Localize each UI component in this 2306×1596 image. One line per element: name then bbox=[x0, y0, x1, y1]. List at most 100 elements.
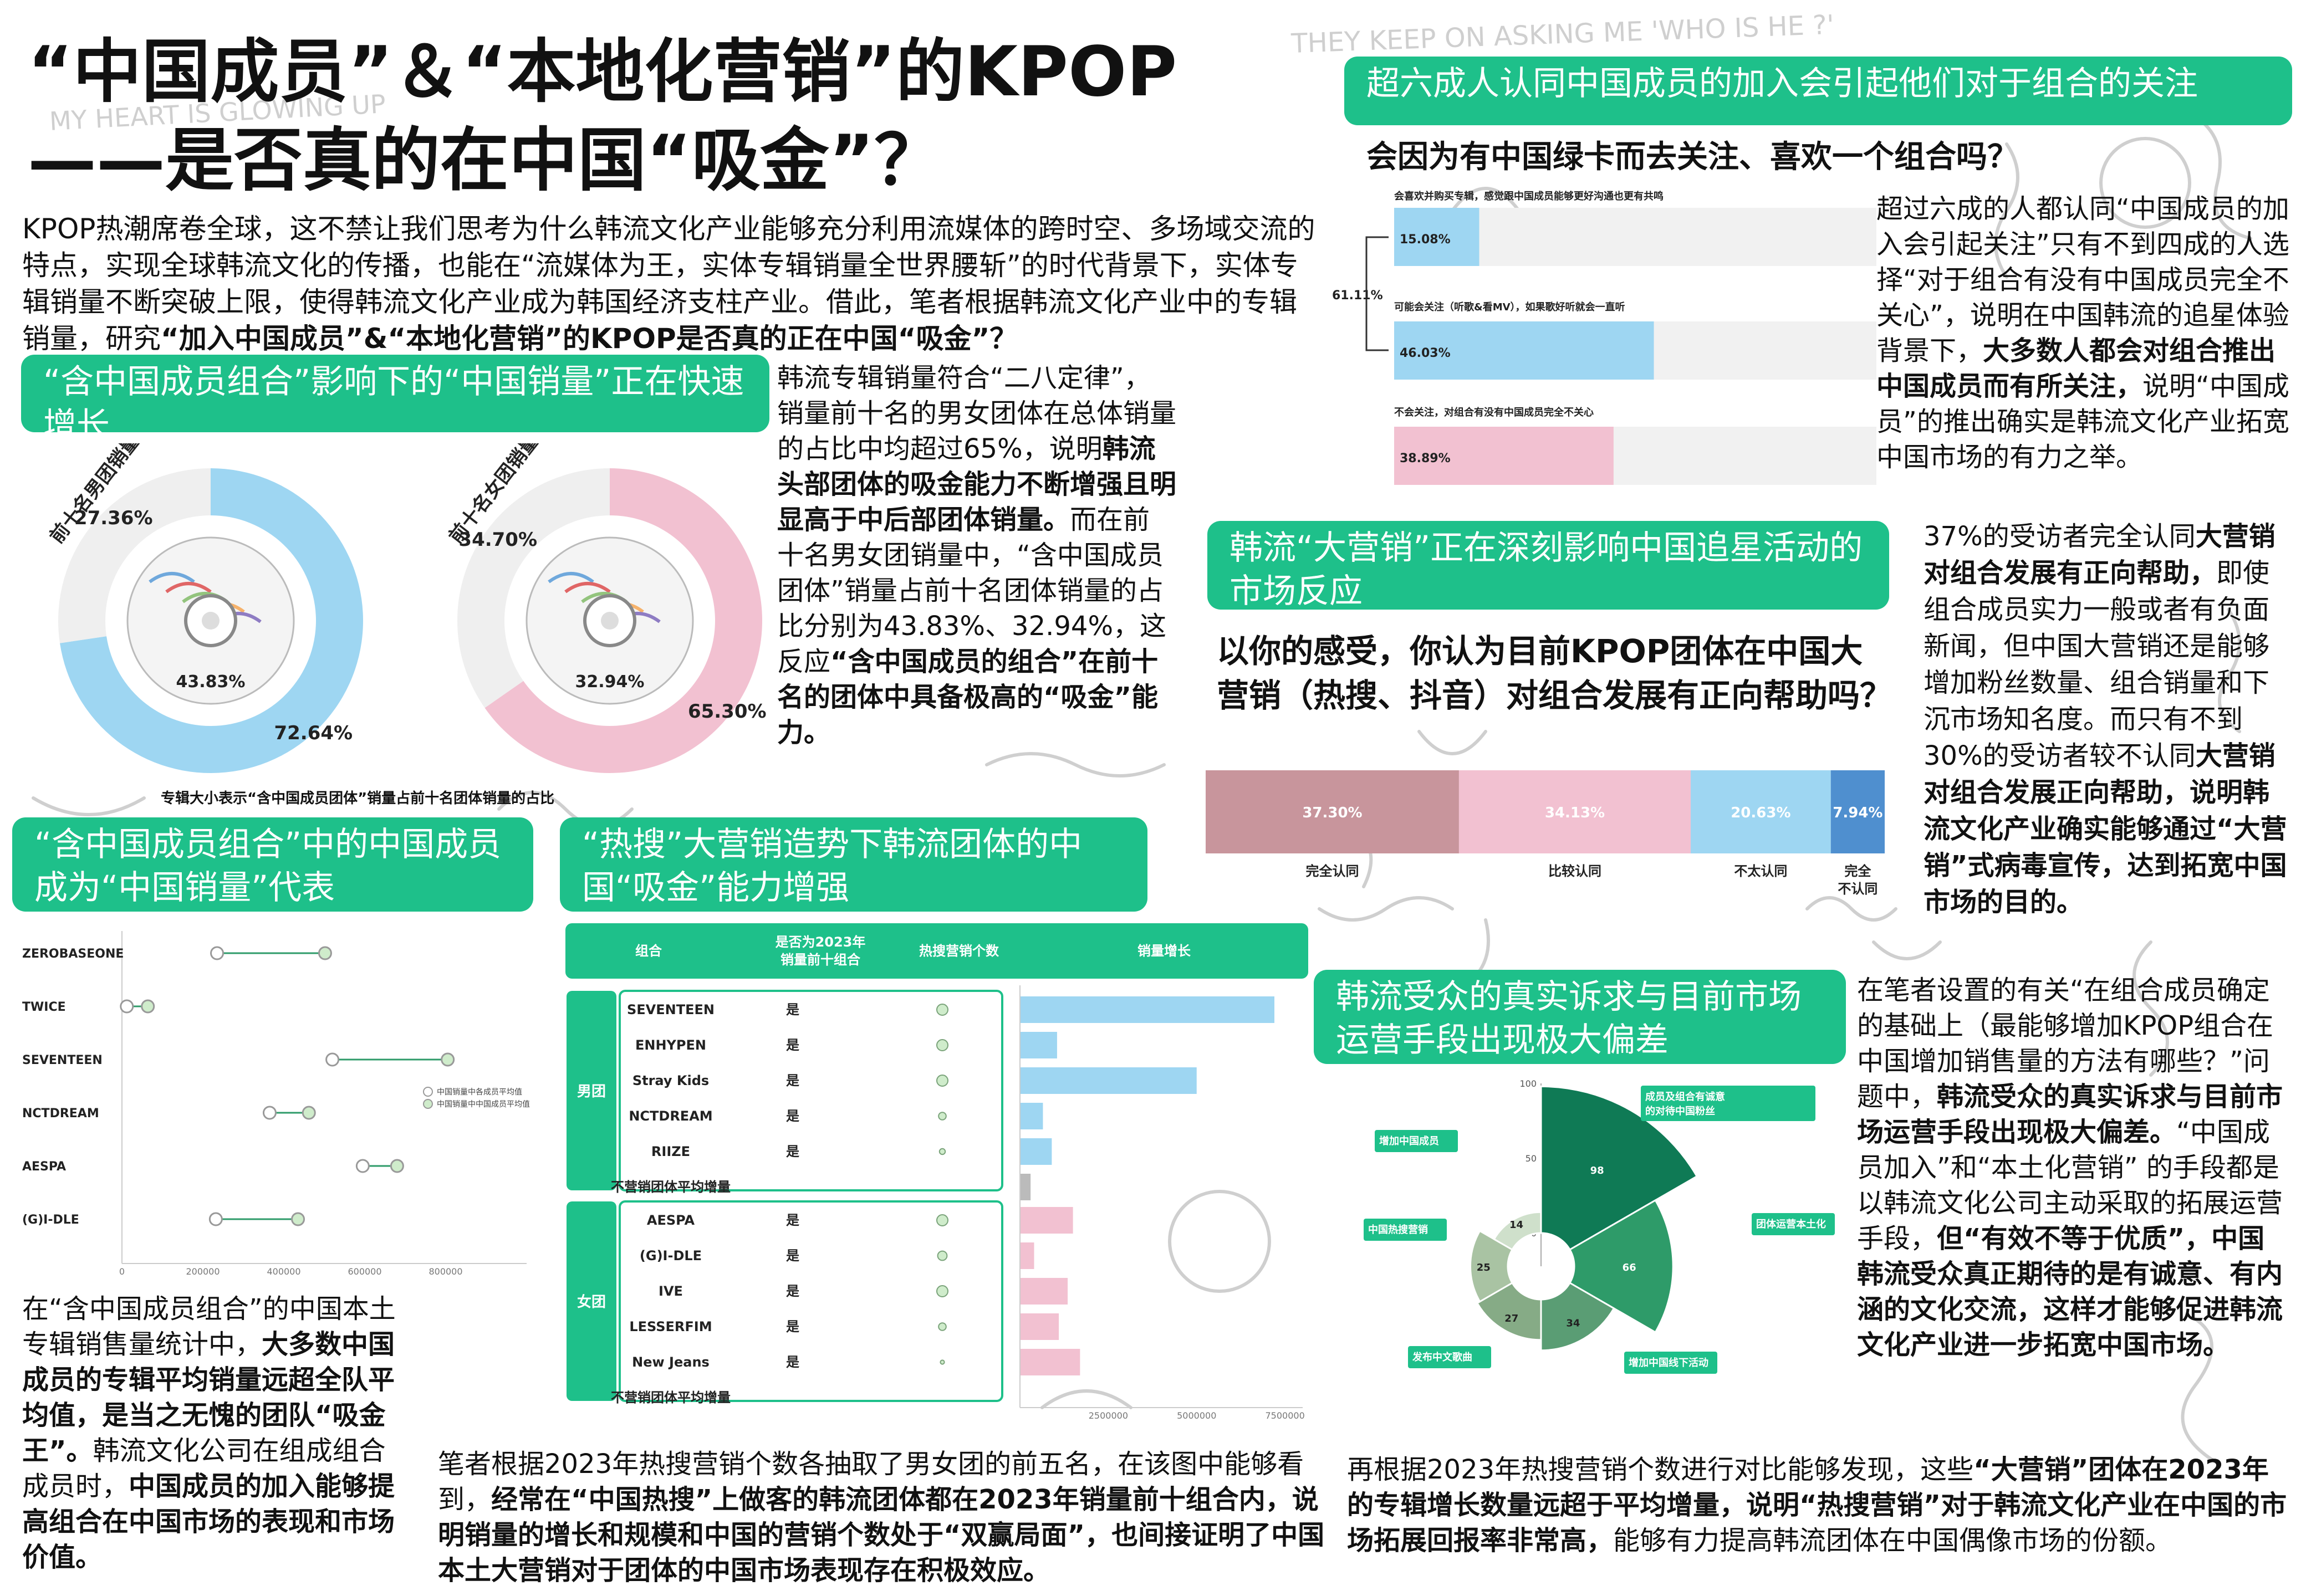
dumbbell-point-avg-2 bbox=[325, 1052, 340, 1067]
dumbbell-category-2: SEVENTEEN bbox=[22, 1053, 103, 1067]
rose-rtick-0: 100 bbox=[1519, 1078, 1537, 1089]
section3-text: 笔者根据2023年热搜营销个数各抽取了男女团的前五名，在该图中能够看到，经常在“… bbox=[438, 1446, 1325, 1588]
row-name-0-4: RIIZE bbox=[651, 1144, 690, 1159]
dumbbell-legend-marker-1 bbox=[423, 1099, 433, 1109]
row-growth-bar-0-5 bbox=[1020, 1174, 1031, 1200]
girls-cd-doodle-1 bbox=[564, 582, 611, 594]
dumbbell-point-cn-4 bbox=[390, 1159, 404, 1173]
row-name-1-0: AESPA bbox=[647, 1213, 695, 1228]
attention-value-1: 46.03% bbox=[1400, 346, 1451, 360]
dumbbell-legend-label-1: 中国销量中中国成员平均值 bbox=[437, 1100, 530, 1109]
group-frame-1 bbox=[619, 1200, 1003, 1402]
rose-petal-4 bbox=[1470, 1230, 1514, 1303]
row-name-1-3: LESSERFIM bbox=[629, 1319, 712, 1334]
stacked-category-0: 完全认同 bbox=[1305, 863, 1359, 879]
section1-text-c: 而在前十名男女团销量中，“含中国成员团体”销量占前十名团体销量的占比分别为43.… bbox=[777, 504, 1167, 677]
rose-label-0-b: 的对待中国粉丝 bbox=[1645, 1105, 1715, 1117]
dumbbell-point-avg-4 bbox=[355, 1159, 370, 1173]
rose-value-3: 27 bbox=[1504, 1313, 1518, 1324]
boys-cd-center bbox=[202, 612, 220, 630]
row-growth-bar-0-2 bbox=[1020, 1067, 1197, 1094]
attention-bracket bbox=[1365, 236, 1389, 351]
stacked-category-3-a: 完全 bbox=[1844, 863, 1871, 879]
rose-label-2: 增加中国线下活动 bbox=[1629, 1357, 1708, 1369]
girls-cd-disc bbox=[526, 536, 694, 705]
donut-chart-girls: 65.30%34.70%32.94%前十名女团销量占女团总体销量比例 bbox=[445, 443, 767, 773]
section4-text: 超过六成的人都认同“中国成员的加入会引起关注”只有不到四成的人选择“对于组合有没… bbox=[1876, 191, 2295, 475]
dumbbell-category-4: AESPA bbox=[22, 1160, 66, 1174]
dumbbell-point-avg-3 bbox=[262, 1106, 277, 1120]
intro-text: KPOP热潮席卷全球，这不禁让我们思考为什么韩流文化产业能够充分利用流媒体的跨时… bbox=[22, 211, 1319, 357]
boys-cd-disc bbox=[126, 536, 295, 705]
dumbbell-xtick-2: 400000 bbox=[267, 1266, 300, 1275]
row-hot-dot-0-1 bbox=[936, 1039, 948, 1051]
row-hot-dot-1-4 bbox=[940, 1359, 945, 1365]
row-top10-1-4: 是 bbox=[786, 1354, 799, 1370]
dumbbell-xtick-0: 0 bbox=[119, 1266, 125, 1275]
section5-text: 37%的受访者完全认同大营销对组合发展有正向帮助，即使组合成员实力一般或者有负面… bbox=[1924, 518, 2289, 920]
boys-slice-label-0: 72.64% bbox=[274, 722, 353, 744]
growth-xtick-0: 2500000 bbox=[1089, 1410, 1128, 1421]
row-name-0-5: 不营销团体平均增量 bbox=[611, 1179, 731, 1195]
dumbbell-xtick-1: 200000 bbox=[186, 1266, 220, 1275]
row-top10-1-1: 是 bbox=[786, 1248, 799, 1264]
dumbbell-point-cn-2 bbox=[441, 1052, 455, 1067]
section2-text-a: 在“含中国成员组合”的中国本土专辑销售量统计中， bbox=[22, 1293, 396, 1360]
rose-label-0-a: 成员及组合有诚意 bbox=[1645, 1091, 1725, 1103]
intro-bold: “加入中国成员”&“本地化营销”的KPOP是否真的正在中国“吸金”？ bbox=[161, 323, 1018, 355]
girls-slice-0 bbox=[484, 468, 762, 773]
rose-petal-3 bbox=[1476, 1281, 1542, 1341]
row-hot-dot-1-0 bbox=[936, 1214, 948, 1226]
section5-text-b: 大营销对组合发展有正向帮助， bbox=[1924, 521, 2276, 589]
section2-text-b: 大多数中国成员的专辑平均销量远超全队平均值，是当之无愧的团队“吸金王”。 bbox=[22, 1329, 395, 1466]
girls-cd-center bbox=[601, 612, 619, 630]
stacked-segment-0 bbox=[1206, 770, 1459, 853]
row-name-0-0: SEVENTEEN bbox=[627, 1002, 715, 1017]
girls-cd-doodle-0 bbox=[548, 572, 594, 584]
girls-slice-label-1: 34.70% bbox=[458, 529, 537, 551]
boys-cd-doodle-0 bbox=[149, 572, 195, 584]
section3-banner-text: “热搜”大营销造势下韩流团体的中国“吸金”能力增强 bbox=[582, 825, 1083, 907]
rose-petal-1 bbox=[1568, 1199, 1674, 1334]
section1-banner: “含中国成员组合”影响下的“中国销量”正在快速增长 bbox=[21, 355, 769, 444]
rose-value-1: 66 bbox=[1623, 1262, 1636, 1273]
rose-petal-5 bbox=[1493, 1211, 1542, 1251]
stacked-category-3-b: 不认同 bbox=[1838, 881, 1878, 897]
dumbbell-category-0: ZEROBASEONE bbox=[22, 947, 124, 961]
section2-text: 在“含中国成员组合”的中国本土专辑销售量统计中，大多数中国成员的专辑平均销量远超… bbox=[22, 1291, 410, 1575]
rose-label-bg-0 bbox=[1641, 1086, 1815, 1121]
dumbbell-legend-marker-0 bbox=[423, 1087, 433, 1097]
rose-label-5: 增加中国成员 bbox=[1379, 1135, 1439, 1147]
rose-label-bg-2 bbox=[1624, 1352, 1717, 1374]
row-top10-0-1: 是 bbox=[786, 1037, 799, 1053]
stacked-segment-3 bbox=[1830, 770, 1885, 853]
table-header-1-line2: 销量前十组合 bbox=[780, 952, 861, 968]
section5-text-a: 37%的受访者完全认同 bbox=[1924, 521, 2196, 552]
table-header-3: 销量增长 bbox=[1137, 943, 1191, 959]
girls-slice-1 bbox=[457, 468, 610, 708]
table-header-1-line1: 是否为2023年 bbox=[776, 934, 866, 950]
section7-text-b: “大营销”团体在2023年的专辑增长数量远超于平均增量，说明“热搜营销”对于韩流… bbox=[1347, 1454, 2287, 1556]
attention-bar-1 bbox=[1394, 321, 1654, 380]
section1-text-d: “含中国成员的组合”在前十名的团体中具备极高的“吸金”能力。 bbox=[777, 646, 1159, 748]
stacked-segment-1 bbox=[1458, 770, 1691, 853]
row-growth-bar-0-3 bbox=[1020, 1103, 1043, 1129]
dumbbell-point-avg-5 bbox=[208, 1212, 223, 1226]
row-name-1-1: (G)I-DLE bbox=[640, 1248, 702, 1264]
section2-text-d: 中国成员的加入能够提高组合在中国市场的表现和市场价值。 bbox=[22, 1471, 395, 1573]
rose-label-3: 发布中文歌曲 bbox=[1412, 1351, 1472, 1363]
dumbbell-point-cn-5 bbox=[291, 1212, 305, 1226]
row-hot-dot-0-3 bbox=[938, 1112, 947, 1121]
rose-label-bg-5 bbox=[1375, 1130, 1458, 1152]
stacked-category-2: 不太认同 bbox=[1734, 863, 1787, 879]
section5-banner-text: 韩流“大营销”正在深刻影响中国追星活动的市场反应 bbox=[1229, 529, 1863, 611]
section5-banner: 韩流“大营销”正在深刻影响中国追星活动的市场反应 bbox=[1207, 521, 1889, 611]
row-growth-bar-1-0 bbox=[1020, 1207, 1073, 1234]
section2-text-c: 韩流文化公司在组成组合成员时， bbox=[22, 1435, 386, 1502]
group-label-bg-0 bbox=[567, 991, 616, 1190]
section6-text-c: “中国成员加入”和“本土化营销” 的手段都是以韩流文化公司主动采取的拓展运营手段… bbox=[1857, 1117, 2283, 1254]
row-top10-0-0: 是 bbox=[786, 1002, 799, 1017]
stacked-category-1: 比较认同 bbox=[1548, 863, 1601, 879]
section4-banner: 超六成人认同中国成员的加入会引起他们对于组合的关注 bbox=[1344, 57, 2292, 125]
section4-text-c: 说明“中国成员”的推出确实是韩流文化产业拓宽中国市场的有力之举。 bbox=[1876, 371, 2289, 473]
